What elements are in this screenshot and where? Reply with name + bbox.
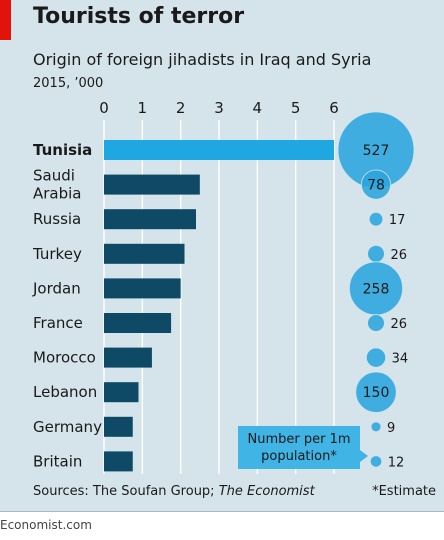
category-label: France [33, 314, 83, 332]
category-label: Lebanon [33, 383, 97, 401]
category-label: Arabia [33, 185, 82, 203]
divider [0, 511, 444, 512]
bar [104, 278, 181, 299]
bar [104, 451, 133, 472]
bubble-value-label: 12 [388, 455, 405, 470]
x-tick-label: 1 [138, 99, 148, 117]
bar [104, 347, 152, 368]
category-label: Turkey [32, 245, 82, 263]
x-tick-label: 6 [329, 99, 339, 117]
bar [104, 140, 334, 160]
source-prefix: Sources: The Soufan Group; [33, 484, 219, 499]
chart-title: Tourists of terror [33, 4, 245, 29]
bubble-value-label: 9 [387, 421, 395, 436]
bubble-value-label: 26 [390, 317, 407, 332]
category-label: Saudi [33, 167, 75, 185]
bar-chart: 0 1 2 3 4 5 6TunisiaSaudiArabiaRussiaTurkeyJor… [32, 99, 415, 474]
category-label: Morocco [33, 349, 96, 367]
population-bubble [365, 347, 387, 368]
bubble-value-label: 26 [390, 248, 407, 263]
category-label: Britain [33, 452, 82, 470]
source-note: Sources: The Soufan Group; The Economist [33, 484, 315, 499]
bubble-value-label: 258 [363, 281, 390, 297]
bar [104, 209, 196, 230]
bar [104, 416, 133, 437]
population-bubble [355, 371, 397, 413]
population-bubble [370, 421, 382, 433]
chart-subtitle: Origin of foreign jihadists in Iraq and … [33, 50, 372, 69]
bubble-legend-label: population* [261, 449, 337, 464]
bar [104, 313, 172, 333]
x-tick-label: 0 [99, 99, 109, 117]
population-bubble [368, 211, 384, 227]
source-italic: The Economist [218, 484, 315, 499]
population-bubble [367, 244, 385, 263]
x-tick-label: 3 [214, 99, 224, 117]
population-bubble [367, 314, 385, 332]
unit-label: 2015, ’000 [33, 76, 104, 91]
bubble-value-label: 17 [389, 213, 406, 228]
x-tick-label: 4 [253, 99, 263, 117]
chart-panel: Tourists of terror Origin of foreign jih… [0, 0, 444, 511]
bar [104, 382, 139, 403]
bubble-legend-label: Number per 1m [247, 432, 350, 447]
bar [104, 243, 185, 264]
population-bubble [360, 169, 392, 200]
bar [104, 174, 200, 195]
category-label: Jordan [32, 279, 81, 297]
bubble-value-label: 527 [363, 143, 390, 159]
bubble-value-label: 150 [363, 385, 390, 401]
bubble-legend-callout [238, 426, 368, 469]
site-credit: Economist.com [0, 518, 92, 532]
category-label: Germany [33, 418, 102, 436]
x-tick-label: 2 [176, 99, 186, 117]
red-accent-tab [0, 0, 11, 40]
population-bubble [369, 455, 383, 468]
x-tick-label: 5 [291, 99, 301, 117]
bubble-value-label: 78 [367, 178, 385, 194]
category-label: Tunisia [33, 141, 92, 159]
category-label: Russia [33, 210, 81, 228]
bubble-value-label: 34 [392, 352, 409, 367]
estimate-note: *Estimate [372, 484, 436, 499]
